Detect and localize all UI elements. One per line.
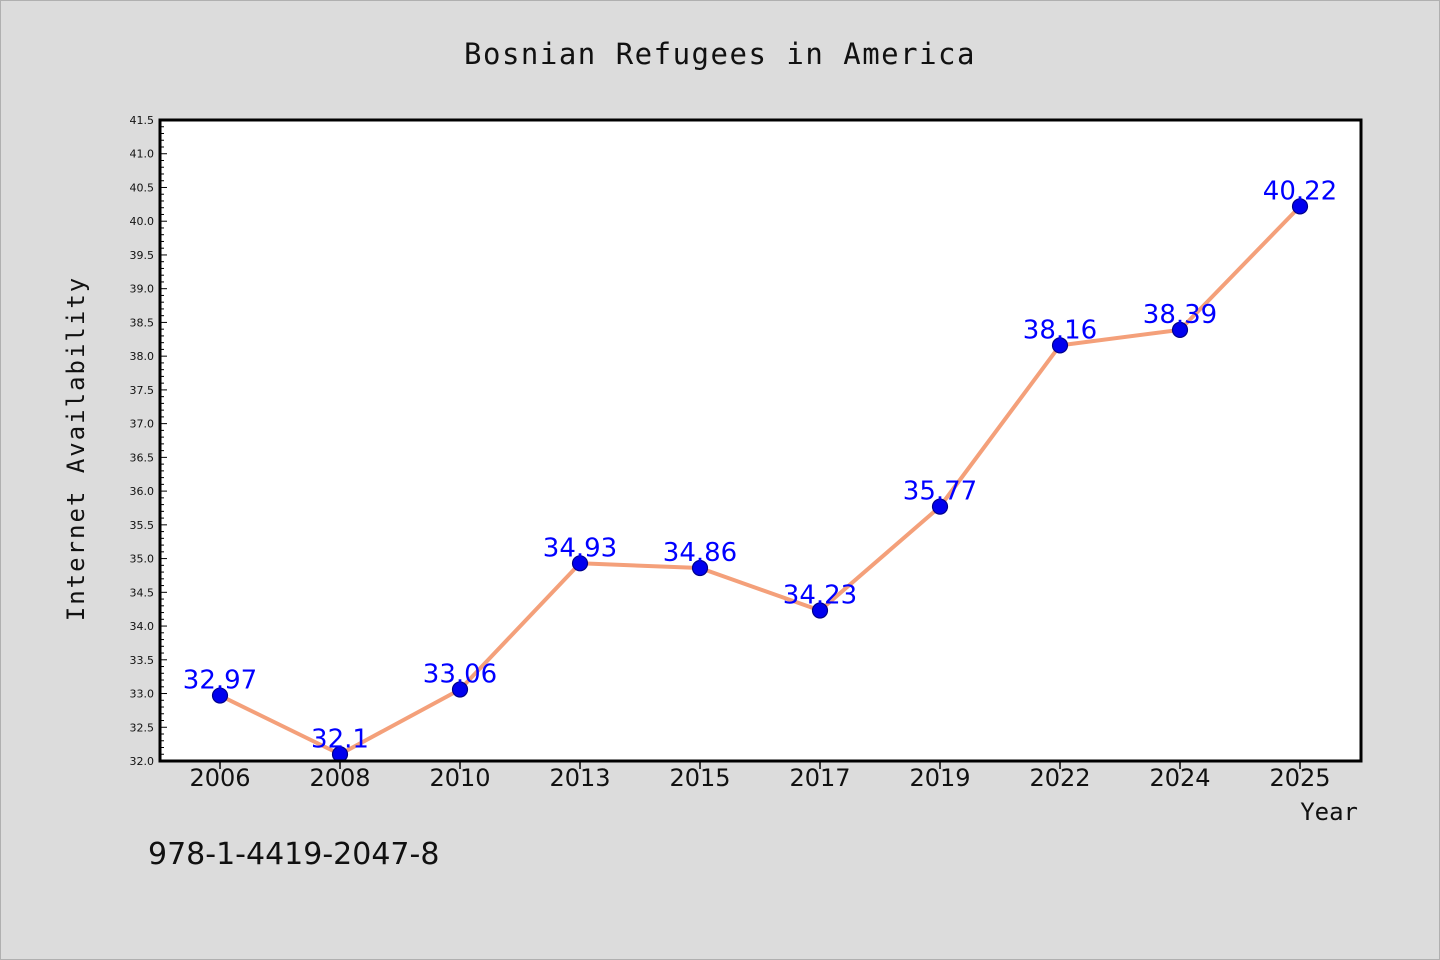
data-label: 33.06 [423,659,497,689]
isbn-annotation: 978-1-4419-2047-8 [148,837,439,872]
x-tick-label: 2024 [1149,764,1210,792]
data-point [811,602,829,619]
data-point [1291,198,1309,215]
data-point [211,687,229,704]
data-point [1171,321,1189,338]
y-tick-label: 32.5 [130,721,155,734]
series-line [219,204,1302,757]
data-label: 35.77 [903,477,977,507]
y-tick-label: 36.0 [130,485,155,498]
x-tick-label: 2017 [789,764,850,792]
data-label: 34.86 [663,538,737,568]
data-label: 38.16 [1023,315,1097,345]
data-point [571,555,589,572]
data-point [931,498,949,515]
data-labels: 32.97 32.1 33.06 34.93 34.86 34.23 35.77 38.16 3… [183,176,1337,754]
x-tick-label: 2010 [429,764,490,792]
y-axis: 32.0 32.5 33.0 33.5 34.0 34.5 35.0 35.5 36.0 36.5… [130,114,167,768]
x-tick-label: 2013 [549,764,610,792]
y-tick-label: 40.0 [130,215,155,228]
data-point [691,559,709,577]
y-tick-label: 40.5 [130,181,155,194]
x-tick-label: 2019 [909,764,970,792]
x-axis-label: Year [1300,798,1358,826]
y-tick-label: 38.5 [130,316,155,329]
plot-area [160,120,1361,761]
y-tick-label: 33.5 [130,654,155,667]
y-tick-label: 34.0 [130,620,155,633]
x-tick-label: 2008 [309,764,370,792]
data-label: 34.23 [783,581,857,611]
chart-title: Bosnian Refugees in America [464,37,976,71]
data-label: 32.97 [183,666,257,696]
y-tick-label: 41.5 [130,114,155,127]
y-tick-label: 38.0 [130,350,155,363]
data-label: 38.39 [1143,300,1217,330]
data-label: 34.93 [543,533,617,563]
x-tick-label: 2006 [189,764,250,792]
y-tick-label: 37.0 [130,418,155,431]
data-label: 32.1 [311,724,369,754]
y-tick-label: 37.5 [130,384,155,397]
data-label: 40.22 [1263,176,1337,206]
y-tick-label: 36.5 [130,451,155,464]
y-tick-label: 32.0 [130,755,155,768]
data-point [451,681,469,698]
y-tick-label: 33.0 [130,688,155,701]
data-markers [211,198,1309,763]
x-tick-label: 2025 [1269,764,1330,792]
y-tick-label: 41.0 [130,148,155,161]
y-axis-label: Internet Availability [62,276,90,621]
x-tick-label: 2022 [1029,764,1090,792]
y-tick-label: 34.5 [130,586,155,599]
data-point [1051,337,1069,354]
plot-frame [158,118,1363,763]
y-tick-label: 35.5 [130,519,155,532]
y-tick-label: 35.0 [130,553,155,566]
y-tick-label: 39.5 [130,249,155,262]
x-tick-label: 2015 [669,764,730,792]
y-tick-label: 39.0 [130,283,155,296]
